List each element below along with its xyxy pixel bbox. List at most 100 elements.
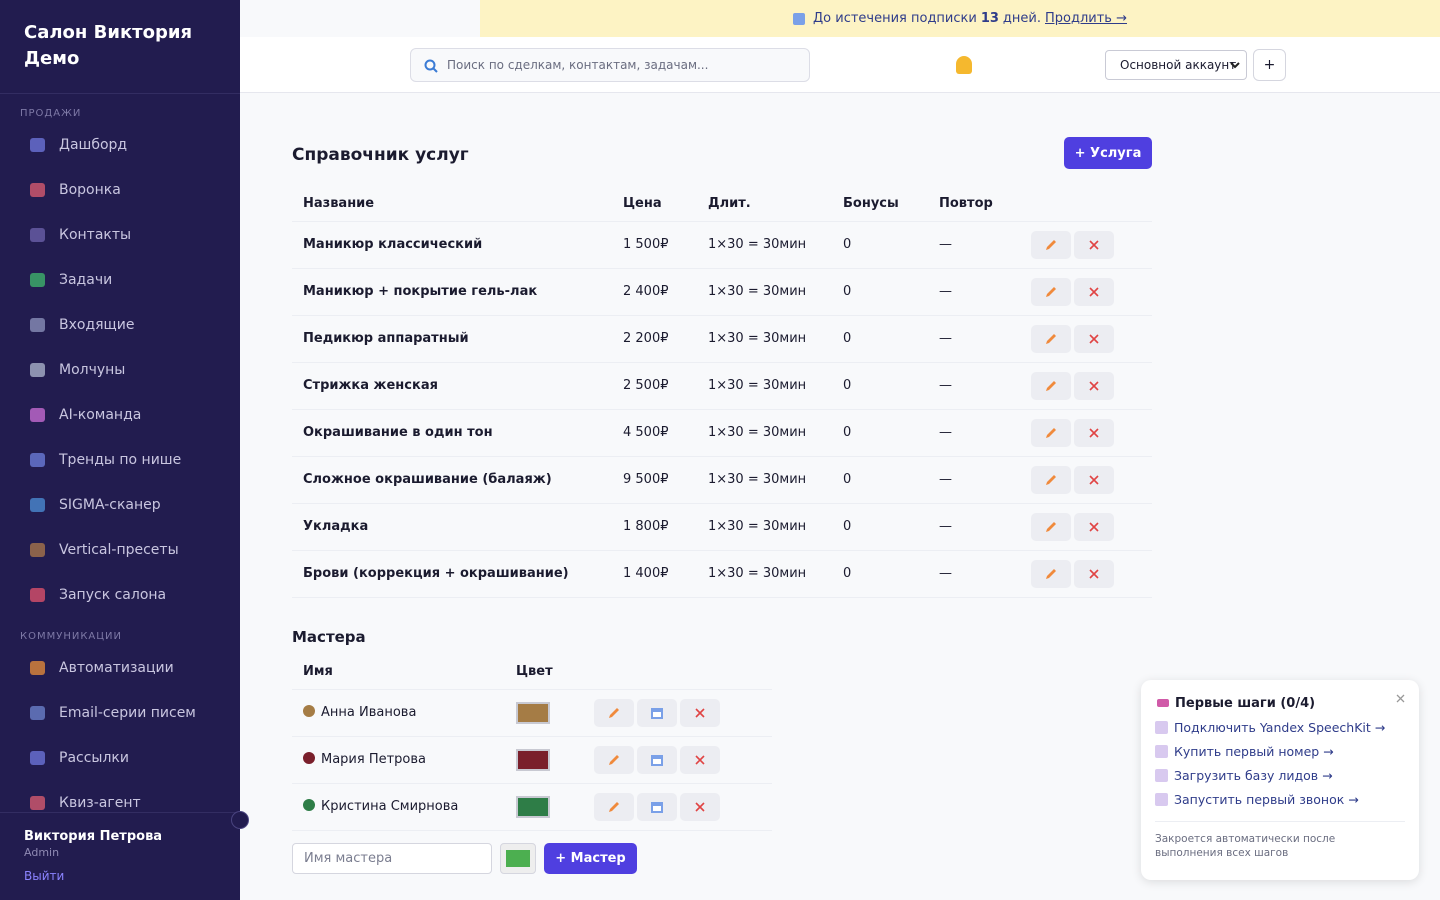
- delete-button[interactable]: [1074, 277, 1114, 306]
- nav-item[interactable]: AI-команда: [0, 392, 240, 437]
- onboarding-item[interactable]: Загрузить базу лидов →: [1155, 768, 1405, 783]
- cell: Маникюр классический: [292, 221, 612, 269]
- nav-item[interactable]: Молчуны: [0, 347, 240, 392]
- delete-button[interactable]: [1074, 418, 1114, 447]
- actions: [583, 736, 772, 784]
- color-input[interactable]: [500, 843, 536, 874]
- edit-button[interactable]: [1031, 559, 1071, 588]
- cell: [505, 783, 583, 831]
- delete-button[interactable]: [680, 698, 720, 727]
- cell: 1 400₽: [612, 550, 697, 598]
- color-swatch[interactable]: [516, 795, 550, 818]
- master-name-input[interactable]: Имя мастера: [292, 843, 492, 874]
- delete-button[interactable]: [680, 745, 720, 774]
- color-swatch[interactable]: [516, 701, 550, 724]
- nav-item[interactable]: Email-серии писем: [0, 690, 240, 735]
- nav-item[interactable]: Воронка: [0, 167, 240, 212]
- edit-button[interactable]: [1031, 512, 1071, 541]
- nav-item[interactable]: SIGMA-сканер: [0, 482, 240, 527]
- nav-label: Email-серии писем: [59, 704, 196, 721]
- delete-button[interactable]: [1074, 371, 1114, 400]
- cell: —: [928, 409, 1020, 457]
- add-account[interactable]: +: [1253, 49, 1286, 81]
- renew-link[interactable]: Продлить →: [1045, 11, 1127, 26]
- edit-button[interactable]: [1031, 324, 1071, 353]
- notifications[interactable]: [956, 56, 972, 74]
- checkbox: [1155, 769, 1168, 782]
- cell: [505, 689, 583, 737]
- icon: [651, 707, 663, 719]
- cell: 1×30 = 30мин: [697, 550, 832, 598]
- masters-table: Имя Цвет Анна Иванова Мария Петрова Кристина…: [292, 655, 772, 831]
- edit-button[interactable]: [1031, 230, 1071, 259]
- cell: 9 500₽: [612, 456, 697, 504]
- cell: 0: [832, 315, 928, 363]
- cell: —: [928, 362, 1020, 410]
- icon: [651, 754, 663, 766]
- user-name: Виктория Петрова: [24, 829, 163, 844]
- cell: —: [928, 503, 1020, 551]
- column-header: Бонусы: [832, 187, 928, 222]
- edit-button[interactable]: [594, 698, 634, 727]
- cell: 0: [832, 550, 928, 598]
- delete-button[interactable]: [1074, 230, 1114, 259]
- onboarding-card: Первые шаги (0/4) Подключить Yandex Spee…: [1141, 680, 1419, 880]
- cell: 0: [832, 409, 928, 457]
- close[interactable]: [1396, 694, 1405, 703]
- account-select[interactable]: Основной аккаунт: [1105, 50, 1247, 80]
- edit-button[interactable]: [594, 792, 634, 821]
- onboarding-item[interactable]: Подключить Yandex SpeechKit →: [1155, 720, 1405, 735]
- edit-button[interactable]: [1031, 371, 1071, 400]
- color-swatch[interactable]: [516, 748, 550, 771]
- nav-item[interactable]: Vertical-пресеты: [0, 527, 240, 572]
- edit-button[interactable]: [594, 745, 634, 774]
- masters-title: Мастера: [292, 628, 366, 646]
- banner-text: дней.: [1002, 11, 1041, 26]
- schedule-button[interactable]: [637, 792, 677, 821]
- cell: 0: [832, 362, 928, 410]
- cell: 2 500₽: [612, 362, 697, 410]
- nav-item[interactable]: Входящие: [0, 302, 240, 347]
- logout[interactable]: Выйти: [24, 869, 65, 883]
- icon: [1089, 474, 1099, 485]
- nav-item[interactable]: Задачи: [0, 257, 240, 302]
- nav-icon: [30, 227, 45, 242]
- schedule-button[interactable]: [637, 745, 677, 774]
- delete-button[interactable]: [1074, 324, 1114, 353]
- edit-button[interactable]: [1031, 465, 1071, 494]
- nav-label: Задачи: [59, 271, 113, 288]
- schedule-button[interactable]: [637, 698, 677, 727]
- nav-item[interactable]: Тренды по нише: [0, 437, 240, 482]
- nav-item[interactable]: Контакты: [0, 212, 240, 257]
- icon: [695, 754, 705, 765]
- delete-button[interactable]: [1074, 465, 1114, 494]
- color-swatch: [506, 850, 530, 867]
- cell: 1×30 = 30мин: [697, 221, 832, 269]
- nav-label: Контакты: [59, 226, 132, 243]
- nav-item[interactable]: Запуск салона: [0, 572, 240, 617]
- add-master[interactable]: + Мастер: [544, 843, 637, 874]
- nav-label: AI-команда: [59, 406, 142, 423]
- onboarding-item[interactable]: Запустить первый звонок →: [1155, 792, 1405, 807]
- search-input[interactable]: Поиск по сделкам, контактам, задачам...: [410, 48, 810, 82]
- nav-label: Дашборд: [59, 136, 128, 153]
- delete-button[interactable]: [1074, 512, 1114, 541]
- nav-icon: [30, 137, 45, 152]
- edit-button[interactable]: [1031, 277, 1071, 306]
- nav-item[interactable]: Дашборд: [0, 122, 240, 167]
- add-service[interactable]: + Услуга: [1064, 137, 1152, 169]
- onboarding-item[interactable]: Купить первый номер →: [1155, 744, 1405, 759]
- nav-item[interactable]: Автоматизации: [0, 645, 240, 690]
- actions: [1020, 362, 1152, 410]
- collapse-button[interactable]: [231, 811, 249, 829]
- nav-item[interactable]: Рассылки: [0, 735, 240, 780]
- delete-button[interactable]: [680, 792, 720, 821]
- edit-button[interactable]: [1031, 418, 1071, 447]
- checkbox: [1155, 745, 1168, 758]
- cell: 2 200₽: [612, 315, 697, 363]
- icon: [1046, 333, 1056, 344]
- actions: [1020, 503, 1152, 551]
- icon: [1046, 380, 1056, 391]
- delete-button[interactable]: [1074, 559, 1114, 588]
- nav-item[interactable]: Квиз-агент: [0, 780, 240, 812]
